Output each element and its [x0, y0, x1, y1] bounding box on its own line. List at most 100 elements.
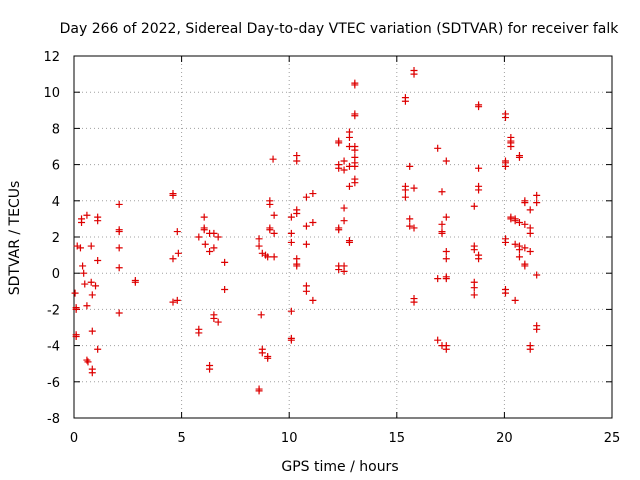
data-point [501, 238, 509, 246]
data-point [255, 242, 263, 250]
data-point [340, 217, 348, 225]
data-point [195, 329, 203, 337]
data-point [221, 258, 229, 266]
data-point [115, 309, 123, 317]
data-point [511, 217, 519, 225]
y-tick-label: 4 [52, 195, 60, 210]
y-tick-label: -6 [47, 376, 60, 391]
data-point [521, 262, 529, 270]
data-point [340, 267, 348, 275]
data-point [94, 257, 102, 265]
data-point [80, 269, 88, 277]
chart-title: Day 266 of 2022, Sidereal Day-to-day VTE… [60, 21, 620, 37]
data-point [406, 222, 414, 230]
data-point [81, 280, 89, 288]
data-point [83, 211, 91, 219]
data-point [340, 157, 348, 165]
data-points [71, 66, 541, 395]
data-point [214, 233, 222, 241]
data-point [309, 190, 317, 198]
data-point [345, 182, 353, 190]
data-point [526, 206, 534, 214]
data-point [335, 164, 343, 172]
data-point [335, 226, 343, 234]
data-point [270, 229, 278, 237]
data-point [345, 133, 353, 141]
data-point [401, 193, 409, 201]
data-point [442, 345, 450, 353]
data-point [335, 266, 343, 274]
data-point [200, 213, 208, 221]
data-point [533, 199, 541, 207]
data-point [169, 191, 177, 199]
data-point [94, 217, 102, 225]
data-point [340, 166, 348, 174]
y-tick-label: 2 [52, 231, 60, 246]
data-point [438, 220, 446, 228]
data-point [340, 204, 348, 212]
data-point [78, 219, 86, 227]
data-point [115, 228, 123, 236]
data-point [72, 305, 80, 313]
x-tick-label: 25 [604, 431, 621, 446]
data-point [410, 298, 418, 306]
data-point [302, 287, 310, 295]
data-point [345, 238, 353, 246]
y-tick-label: 8 [52, 122, 60, 137]
data-point [351, 81, 359, 89]
data-point [442, 255, 450, 263]
data-point [210, 229, 218, 237]
data-point [293, 209, 301, 217]
y-tick-label: 0 [52, 267, 60, 282]
data-point [515, 153, 523, 161]
data-point [511, 296, 519, 304]
data-point [115, 244, 123, 252]
data-point [309, 219, 317, 227]
data-point [221, 285, 229, 293]
data-point [174, 249, 182, 257]
data-point [115, 200, 123, 208]
data-point [475, 255, 483, 263]
data-point [210, 244, 218, 252]
data-point [88, 327, 96, 335]
data-point [210, 314, 218, 322]
data-point [83, 302, 91, 310]
data-point [442, 213, 450, 221]
x-tick-label: 5 [177, 431, 185, 446]
data-point [533, 271, 541, 279]
data-point [302, 240, 310, 248]
data-point [264, 253, 272, 261]
data-point [169, 255, 177, 263]
data-point [501, 114, 509, 122]
data-point [287, 307, 295, 315]
data-point [264, 354, 272, 362]
data-point [351, 112, 359, 120]
data-point [255, 387, 263, 395]
data-point [410, 70, 418, 78]
y-axis-label: SDTVAR / TECUs [7, 181, 23, 296]
data-point [438, 229, 446, 237]
data-point [438, 188, 446, 196]
y-tick-label: 12 [43, 50, 60, 65]
data-point [470, 246, 478, 254]
data-point [84, 358, 92, 366]
data-point [351, 146, 359, 154]
data-point [434, 144, 442, 152]
data-point [287, 238, 295, 246]
data-point [87, 242, 95, 250]
data-point [533, 325, 541, 333]
data-point [79, 262, 87, 270]
data-point [515, 246, 523, 254]
data-point [83, 356, 91, 364]
data-point [351, 162, 359, 170]
data-point [266, 226, 274, 234]
grid [74, 56, 612, 418]
data-point [87, 278, 95, 286]
y-tick-label: -4 [47, 340, 60, 355]
data-point [470, 284, 478, 292]
data-point [515, 219, 523, 227]
data-point [258, 249, 266, 257]
y-tick-label: 6 [52, 159, 60, 174]
data-point [94, 345, 102, 353]
